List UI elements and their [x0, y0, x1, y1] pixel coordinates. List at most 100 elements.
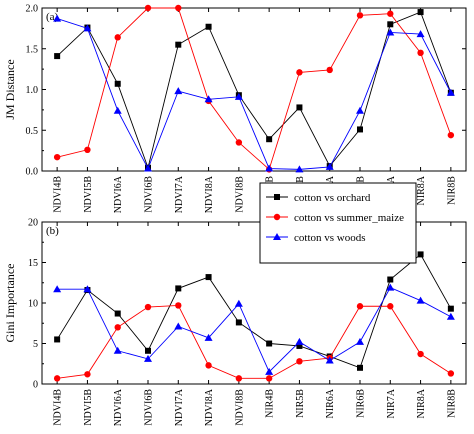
data-point [417, 9, 424, 16]
x-tick-label: NDVI5B [83, 176, 94, 213]
x-tick-label: NDVI8A [204, 388, 215, 426]
legend-marker [273, 233, 281, 240]
x-tick-label: NDVI7A [174, 388, 185, 426]
data-point [387, 303, 394, 310]
data-point [175, 4, 182, 12]
data-point [205, 23, 212, 30]
y-axis-title: JM Distance [3, 59, 17, 119]
data-point [53, 285, 62, 293]
data-point [235, 319, 242, 326]
data-point [234, 92, 243, 100]
legend-marker [274, 194, 280, 200]
panel-b: 0 5 10 15 20 NDVI4B NDVI5B NDVI6A NDVI6B NDVI7A ND… [3, 182, 467, 426]
data-point [265, 375, 273, 382]
data-point [356, 12, 364, 19]
data-point [447, 370, 455, 377]
x-tick-label: NIR8B [446, 389, 457, 418]
legend-marker [273, 213, 281, 221]
data-point [83, 24, 92, 32]
data-point [204, 333, 213, 341]
data-point [356, 106, 364, 114]
data-point [325, 162, 334, 170]
data-point [235, 375, 243, 382]
series-line [57, 304, 452, 379]
data-point [296, 104, 303, 111]
data-point [417, 251, 424, 258]
x-tick-label: NDVI5B [83, 389, 94, 426]
series-cotton-vs-orchard [54, 9, 454, 171]
data-point [114, 310, 121, 317]
x-tick-label: NDVI4B [53, 176, 64, 213]
data-point [386, 283, 395, 291]
data-point [113, 346, 122, 354]
series-line [57, 18, 452, 170]
x-tick-label: NDVI6A [113, 175, 124, 213]
data-point [446, 312, 455, 320]
data-point [144, 164, 152, 172]
data-point [446, 88, 455, 96]
y-tick-label: 0 [33, 380, 38, 391]
data-point [386, 28, 395, 36]
data-point [174, 87, 183, 95]
data-point [175, 285, 182, 292]
data-point [417, 49, 424, 57]
data-point [266, 340, 273, 347]
data-point [325, 356, 334, 364]
series-cotton-vs-woods [53, 283, 455, 375]
data-point [357, 364, 363, 371]
x-tick-label: NIR6A [325, 388, 336, 418]
x-tick-label: NDVI4B [53, 389, 64, 426]
legend-entry: cotton vs orchard [266, 192, 371, 204]
data-point [84, 146, 91, 154]
legend-entry: cotton vs summer_maize [266, 212, 404, 224]
data-point [53, 153, 61, 161]
data-point [234, 299, 243, 307]
data-point [144, 354, 152, 362]
data-point [114, 324, 121, 331]
data-point [387, 21, 394, 28]
data-point [295, 165, 304, 173]
x-tick-label: NIR8A [416, 175, 427, 205]
x-tick-label: NDVI8A [204, 175, 215, 213]
data-point [83, 285, 92, 293]
data-point [447, 131, 455, 139]
y-tick-label: 10 [28, 299, 38, 310]
panel-a: 0.0 0.5 1.0 1.5 2.0 NDVI4B NDVI5B NDVI6A NDVI6B N… [3, 4, 467, 213]
y-tick-label: 0.5 [26, 126, 39, 137]
plot-frame [41, 7, 467, 172]
series-line [57, 287, 452, 373]
x-tick-label: NDVI6A [113, 388, 124, 426]
data-point [53, 14, 62, 22]
x-tick-label: NDVI8B [234, 389, 245, 426]
data-point [204, 95, 213, 103]
data-point [175, 41, 182, 48]
y-tick-label: 0.0 [26, 167, 39, 178]
legend-box [259, 182, 417, 264]
series-line [57, 7, 452, 171]
data-point [296, 69, 303, 76]
data-point [175, 302, 182, 309]
data-point [295, 337, 304, 345]
x-tick-label: NDVI8B [234, 176, 245, 213]
data-point [54, 53, 61, 60]
y-tick-label: 2.0 [26, 4, 39, 15]
x-tick-label: NIR8B [446, 176, 457, 205]
data-point [205, 274, 212, 281]
data-point [54, 336, 61, 343]
data-point [84, 371, 91, 378]
x-tick-label: NDVI6B [144, 176, 155, 213]
data-point [296, 358, 303, 365]
panel-label: (b) [46, 225, 59, 237]
data-point [356, 303, 364, 310]
series-line [56, 11, 452, 170]
x-tick-label: NIR6B [356, 389, 367, 418]
series-cotton-vs-orchard [54, 251, 454, 371]
series-cotton-vs-summer-maize [53, 302, 455, 382]
data-point [265, 367, 274, 375]
data-point [447, 305, 454, 312]
legend-label: cotton vs woods [294, 232, 366, 244]
y-tick-label: 15 [28, 258, 38, 269]
x-tick-label: NDVI6B [144, 389, 155, 426]
data-point [144, 303, 152, 311]
